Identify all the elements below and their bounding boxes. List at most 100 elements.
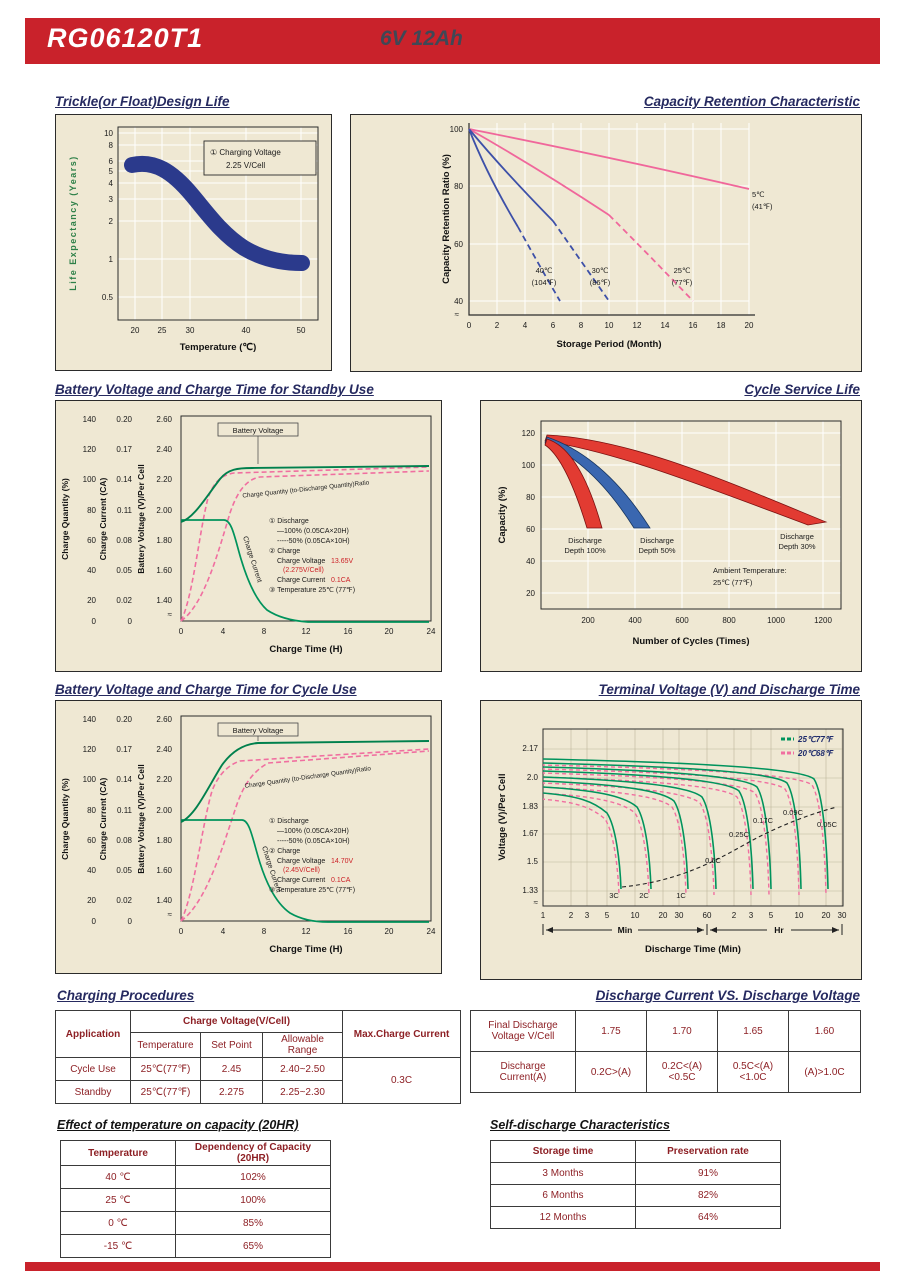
svg-text:20: 20: [822, 911, 831, 920]
table-row: Final Discharge Voltage V/Cell 1.75 1.70 …: [470, 1010, 861, 1052]
discharge-curves-20c: [543, 764, 827, 896]
note: ② Charge: [269, 547, 300, 555]
cell-capacity: 85%: [175, 1211, 331, 1235]
band-label-30: Depth 30%: [778, 542, 815, 551]
svg-text:2.0: 2.0: [527, 773, 539, 782]
y-tick: 20: [526, 589, 535, 598]
current-axis: 0.20 0.17 0.14 0.11 0.08 0.05 0.02 0: [116, 415, 132, 626]
y-tick: 100: [522, 461, 536, 470]
y-tick: 8: [109, 141, 114, 150]
note: Charge Voltage: [277, 558, 325, 565]
y-axis: 2.17 2.0 1.83 1.67 1.5 1.33 ≈: [522, 744, 538, 907]
svg-text:≈: ≈: [168, 910, 173, 919]
y-tick: 100: [450, 125, 464, 134]
svg-text:1.67: 1.67: [522, 829, 538, 838]
svg-text:12: 12: [302, 927, 311, 936]
cell-capacity: 102%: [175, 1165, 331, 1189]
curve-40c: [468, 128, 519, 228]
svg-text:8: 8: [262, 927, 267, 936]
y-tick: 0.5: [102, 293, 114, 302]
table-row: 0 ℃ 85%: [60, 1211, 331, 1235]
cell-max-current: 0.3C: [342, 1057, 462, 1104]
svg-text:1.40: 1.40: [156, 596, 172, 605]
chart-cycle-charge-panel: Battery Voltage Charge Quantity (to-Disc…: [55, 700, 442, 974]
plot-frame: [542, 728, 844, 907]
title-terminal: Terminal Voltage (V) and Discharge Time: [598, 682, 860, 697]
note: -----50% (0.05CA×10H): [277, 838, 350, 845]
note: —100% (0.05CA×20H): [277, 828, 349, 835]
note: ③ Temperature 25℃ (77℉): [269, 886, 355, 894]
x-tick: 10: [605, 321, 614, 330]
cell-temperature: 25℃(77℉): [130, 1057, 201, 1081]
charge-quantity-50: [180, 748, 430, 922]
svg-text:2.20: 2.20: [156, 775, 172, 784]
gridlines: [468, 123, 750, 315]
y-tick: 2: [109, 217, 114, 226]
temperature-effect-table: Temperature Dependency of Capacity (20HR…: [60, 1140, 331, 1258]
x-axis: 0 4 8 12 16 20 24: [179, 927, 436, 936]
svg-text:≈: ≈: [534, 898, 539, 907]
band-label-30: Discharge: [780, 532, 814, 541]
x-axis-hr: 2 3 5 10 20 30: [732, 911, 847, 920]
svg-text:4: 4: [221, 927, 226, 936]
svg-text:20: 20: [87, 896, 96, 905]
plot-frame: [540, 420, 842, 610]
curve-40c-dashed: [517, 226, 561, 302]
svg-text:0.02: 0.02: [116, 896, 132, 905]
y-axis-label: Voltage (V)/Per Cell: [497, 774, 508, 861]
svg-text:16: 16: [344, 627, 353, 636]
note: ① Discharge: [269, 517, 309, 525]
svg-text:0.11: 0.11: [117, 506, 133, 515]
legend-box: [203, 140, 317, 176]
svg-text:2: 2: [732, 911, 737, 920]
svg-text:3: 3: [749, 911, 754, 920]
svg-text:1.80: 1.80: [156, 836, 172, 845]
table-row: 6 Months 82%: [490, 1184, 781, 1207]
chart-standby-panel: Battery Voltage Charge Quantity (to-Disc…: [55, 400, 442, 672]
table-row: Cycle Use 25℃(77℉) 2.45 2.40~2.50 0.3C: [55, 1057, 462, 1104]
chart-cycle-life: 120 100 80 60 40 20 200 400 600 800 1000…: [497, 420, 842, 647]
cell-set-point: 2.275: [200, 1080, 263, 1104]
header-banner: RG06120T1 6V 12Ah: [25, 18, 880, 64]
svg-text:80: 80: [87, 806, 96, 815]
svg-text:5: 5: [605, 911, 610, 920]
row-header-final-voltage: Final Discharge Voltage V/Cell: [470, 1010, 576, 1052]
voltage-axis-label: Battery Voltage (V)/Per Cell: [136, 764, 146, 873]
svg-text:0: 0: [179, 927, 184, 936]
cell-rate: 82%: [635, 1184, 781, 1207]
y-axis-label: Capacity Retention Ratio (%): [441, 154, 452, 284]
rate-labels: 3C 2C 1C 0.6C 0.25C 0.17C 0.09C 0.05C: [609, 808, 837, 900]
table-row: Standby 25℃(77℉) 2.275 2.25~2.30: [55, 1080, 461, 1104]
series-label-5c: 5℃: [752, 190, 765, 199]
curve-label-quantity: Charge Quantity (to-Discharge Quantity)R…: [244, 765, 372, 790]
y-tick: 60: [526, 525, 535, 534]
y-axis-label: Capacity (%): [497, 486, 508, 543]
y-tick: 5: [109, 167, 114, 176]
footer-bar: [25, 1262, 880, 1271]
cell-temp: 25 ℃: [60, 1188, 176, 1212]
svg-text:2.40: 2.40: [156, 445, 172, 454]
svg-text:1.33: 1.33: [522, 886, 538, 895]
curve-label-current: Charge Current: [241, 535, 263, 583]
x-tick: 400: [628, 616, 642, 625]
gridlines: [118, 127, 318, 320]
svg-text:1.60: 1.60: [156, 566, 172, 575]
curve-label-voltage: Battery Voltage: [233, 426, 284, 435]
note-value: 13.65V: [331, 558, 354, 565]
chart-terminal-panel: 3C 2C 1C 0.6C 0.25C 0.17C 0.09C 0.05C 2 5…: [480, 700, 862, 980]
cell-temp: 40 ℃: [60, 1165, 176, 1189]
current-axis-label: Charge Current (CA): [98, 778, 108, 861]
col-header-allowable: Allowable Range: [261, 1032, 344, 1058]
svg-text:5: 5: [769, 911, 774, 920]
plot-frame: [117, 126, 319, 321]
y-tick: 40: [526, 557, 535, 566]
rating-text: 6V 12Ah: [380, 27, 463, 50]
note-value: 0.1CA: [331, 577, 351, 584]
x-tick: 16: [689, 321, 698, 330]
design-life-band: [124, 155, 310, 271]
table-row: 40 ℃ 102%: [60, 1165, 331, 1189]
cell-range: 2.25~2.30: [261, 1080, 344, 1104]
cell-application: Standby: [55, 1080, 131, 1104]
svg-text:0.05: 0.05: [116, 866, 132, 875]
cell-capacity: 65%: [175, 1234, 331, 1258]
